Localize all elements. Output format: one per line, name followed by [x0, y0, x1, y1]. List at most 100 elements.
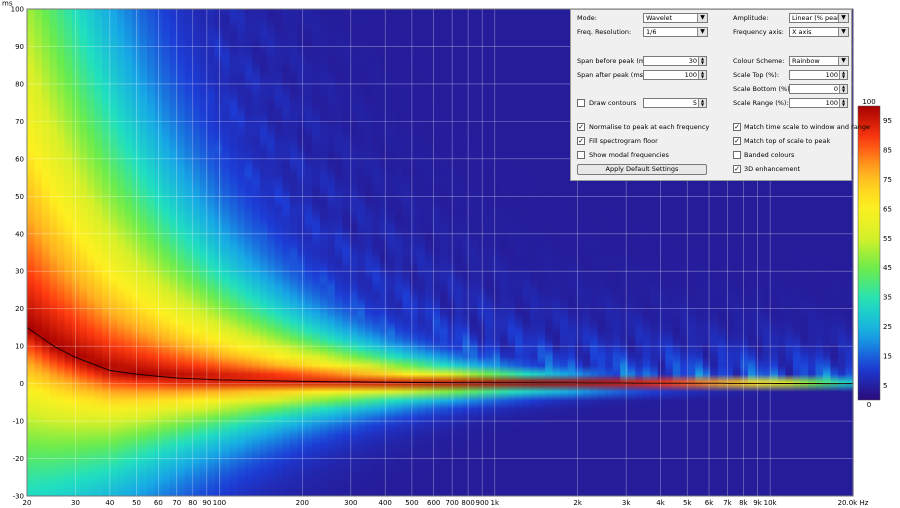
contours-input[interactable]: 5 ▲ ▼ [643, 98, 707, 108]
spinner-arrows-icon[interactable]: ▲ ▼ [839, 85, 847, 93]
match-time-label: Match time scale to window and range [744, 123, 870, 131]
x-tick-label: 3k [622, 499, 631, 507]
heatmap-column [650, 9, 659, 496]
x-tick-label: 50 [132, 499, 141, 507]
heatmap-column [552, 9, 561, 496]
heatmap-column [379, 9, 389, 496]
heatmap-column [409, 9, 419, 496]
normalise-checkbox[interactable]: ✓ [577, 123, 585, 131]
heatmap-column [545, 9, 554, 496]
y-tick-label: 30 [15, 268, 24, 276]
chevron-down-icon[interactable]: ▼ [838, 57, 848, 65]
match-top-checkbox[interactable]: ✓ [733, 137, 741, 145]
heatmap-column [42, 9, 51, 496]
x-tick-label: 80 [188, 499, 197, 507]
heatmap-column [837, 9, 847, 496]
scale-bottom-value: 0 [833, 85, 838, 93]
heatmap-column [124, 9, 133, 496]
heatmap-column [800, 9, 809, 496]
x-tick-label: 8k [739, 499, 748, 507]
scale-range-input[interactable]: 100 ▲ ▼ [789, 98, 848, 108]
heatmap-column [184, 9, 193, 496]
spinner-arrows-icon[interactable]: ▲ ▼ [698, 99, 706, 107]
fill-floor-checkbox[interactable]: ✓ [577, 137, 585, 145]
heatmap-column [297, 9, 306, 496]
spinner-arrows-icon[interactable]: ▲ ▼ [839, 99, 847, 107]
heatmap-column [319, 9, 328, 496]
scale-bottom-label: Scale Bottom (%): [733, 85, 792, 93]
colour-scheme-dropdown[interactable]: Rainbow ▼ [789, 56, 849, 66]
colour-scale-tick: 25 [883, 323, 892, 331]
heatmap-column [237, 9, 246, 496]
scale-top-input[interactable]: 100 ▲ ▼ [789, 70, 848, 80]
chevron-down-icon[interactable]: ▼ [697, 28, 707, 36]
spinner-arrows-icon[interactable]: ▲ ▼ [698, 71, 706, 79]
x-tick-label: 2k [573, 499, 582, 507]
y-tick-label: 100 [11, 6, 24, 14]
heatmap-column [440, 9, 449, 496]
colour-scale-tick: 65 [883, 205, 892, 213]
heatmap-column [192, 9, 201, 496]
mode-dropdown[interactable]: Wavelet ▼ [643, 13, 708, 23]
scale-bottom-input[interactable]: 0 ▲ ▼ [789, 84, 848, 94]
heatmap-column [477, 9, 486, 496]
apply-default-settings-button[interactable]: Apply Default Settings [577, 164, 707, 175]
heatmap-column [740, 9, 749, 496]
chevron-down-icon[interactable]: ▼ [838, 28, 848, 36]
draw-contours-checkbox[interactable] [577, 99, 585, 107]
heatmap-column [635, 9, 644, 496]
heatmap-column [785, 9, 794, 496]
heatmap-column [717, 9, 726, 496]
match-top-label: Match top of scale to peak [744, 137, 831, 145]
heatmap-column [462, 9, 471, 496]
frequency-axis-dropdown[interactable]: X axis ▼ [789, 27, 849, 37]
heatmap-column [304, 9, 313, 496]
heatmap-column [327, 9, 336, 496]
freq-resolution-dropdown[interactable]: 1/6 ▼ [643, 27, 708, 37]
heatmap-column [815, 9, 824, 496]
heatmap-column [500, 9, 509, 496]
x-tick-label: 300 [344, 499, 357, 507]
spinner-arrows-icon[interactable]: ▲ ▼ [698, 57, 706, 65]
heatmap-column [387, 9, 396, 496]
chevron-down-icon[interactable]: ▼ [697, 14, 707, 22]
spinner-arrows-icon[interactable]: ▲ ▼ [839, 71, 847, 79]
span-before-input[interactable]: 30 ▲ ▼ [643, 56, 707, 66]
x-tick-label: 4k [656, 499, 665, 507]
x-tick-label: 100 [213, 499, 226, 507]
chevron-down-icon[interactable]: ▼ [838, 14, 848, 22]
heatmap-column [830, 9, 839, 496]
heatmap-column [342, 9, 351, 496]
heatmap-column [747, 9, 756, 496]
x-tick-label: 30 [71, 499, 80, 507]
x-tick-label: 500 [405, 499, 418, 507]
heatmap-column [582, 9, 591, 496]
heatmap-column [710, 9, 719, 496]
heatmap-column [762, 9, 771, 496]
heatmap-column [229, 9, 238, 496]
heatmap-column [162, 9, 171, 496]
span-before-label: Span before peak (ms): [577, 57, 654, 65]
heatmap-column [695, 9, 704, 496]
colour-scale-bar: 95 85 75 65 55 45 35 25 15 5 100 0 [857, 98, 892, 409]
span-after-label: Span after peak (ms): [577, 71, 648, 79]
3d-enhancement-checkbox[interactable]: ✓ [733, 165, 741, 173]
heatmap-column [567, 9, 576, 496]
show-modal-label: Show modal frequencies [589, 151, 669, 159]
span-after-value: 100 [684, 71, 697, 79]
colour-scale-tick: 95 [883, 117, 892, 125]
heatmap-column [289, 9, 298, 496]
show-modal-checkbox[interactable] [577, 151, 585, 159]
y-tick-label: 20 [15, 305, 24, 313]
heatmap-column [199, 9, 208, 496]
heatmap-column [485, 9, 494, 496]
match-time-checkbox[interactable]: ✓ [733, 123, 741, 131]
span-after-input[interactable]: 100 ▲ ▼ [643, 70, 707, 80]
amplitude-dropdown[interactable]: Linear (% peak) ▼ [789, 13, 849, 23]
colour-scale-tick: 5 [883, 382, 887, 390]
colour-scale-tick: 45 [883, 264, 892, 272]
y-tick-label: 40 [15, 230, 24, 238]
banded-colours-checkbox[interactable] [733, 151, 741, 159]
settings-panel: Mode: Wavelet ▼ Amplitude: Linear (% peak… [570, 9, 870, 181]
